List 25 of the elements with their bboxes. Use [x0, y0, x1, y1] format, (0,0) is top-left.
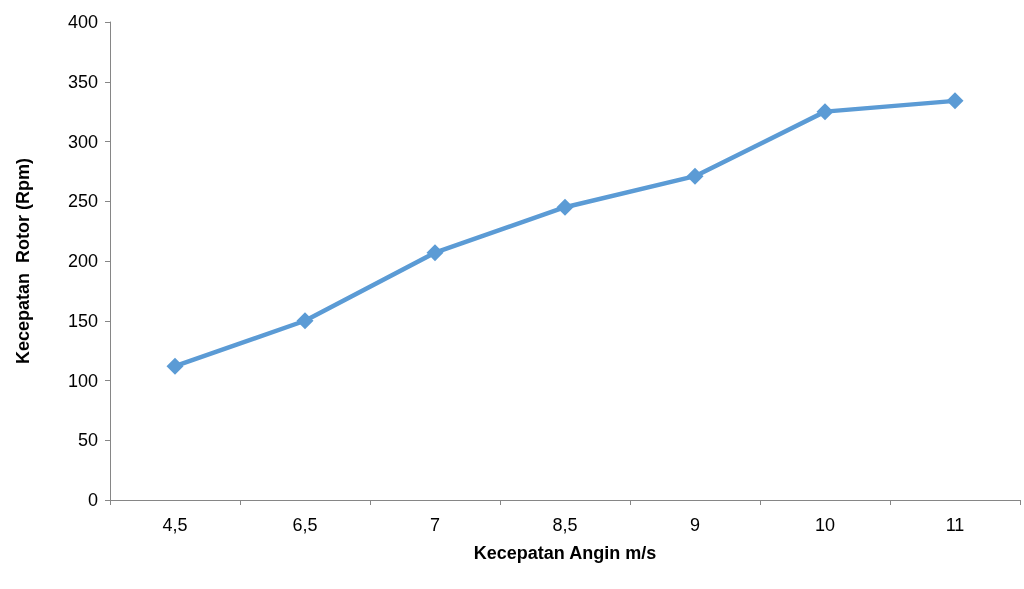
y-tick-label: 100	[67, 370, 98, 391]
x-tick-label: 11	[945, 515, 965, 535]
y-tick-label: 300	[67, 131, 98, 152]
y-axis-title: Kecepatan Rotor (Rpm)	[13, 157, 33, 365]
point	[946, 92, 964, 110]
y-tick-label: 350	[67, 71, 98, 92]
x-tick-label: 8,5	[552, 515, 578, 535]
point	[686, 167, 704, 185]
point	[816, 103, 834, 121]
y-tick-label: 400	[67, 12, 98, 32]
x-tick-label: 6,5	[292, 515, 318, 535]
x-axis-title: Kecepatan Angin m/s	[473, 543, 657, 563]
point	[556, 198, 574, 216]
y-tick-label: 200	[67, 251, 98, 271]
x-tick-label: 9	[689, 515, 701, 535]
x-tick-label: 10	[814, 515, 836, 535]
point	[426, 244, 444, 262]
x-tick-label: 7	[429, 515, 441, 535]
point	[296, 312, 314, 330]
x-tick-label: 4,5	[162, 515, 188, 535]
y-tick-label: 50	[77, 430, 98, 451]
y-tick-label: 0	[87, 490, 98, 510]
y-tick-label: 150	[67, 310, 98, 331]
point	[166, 357, 184, 375]
y-tick-label: 250	[67, 191, 98, 212]
